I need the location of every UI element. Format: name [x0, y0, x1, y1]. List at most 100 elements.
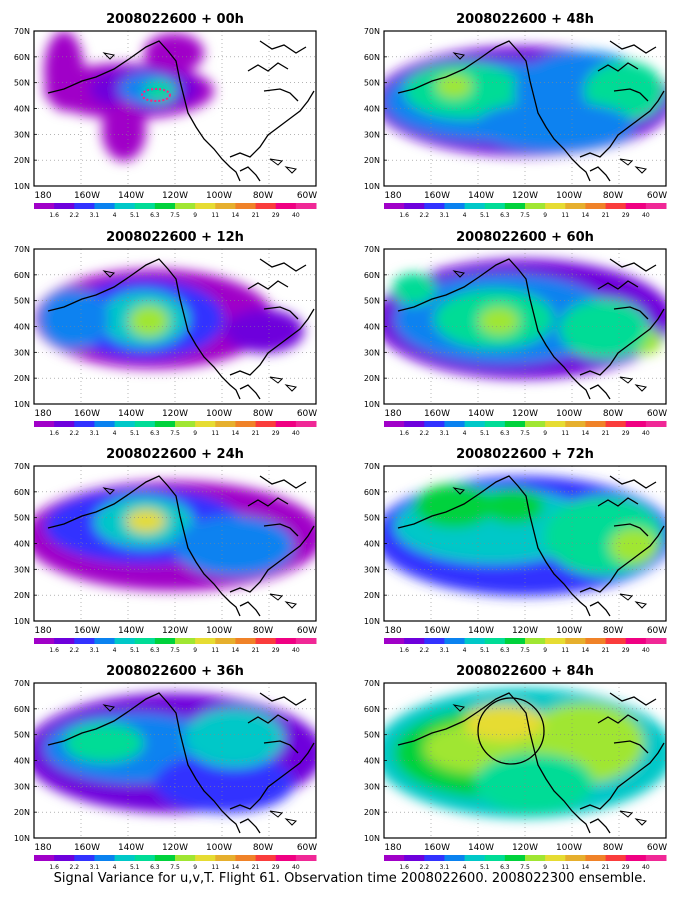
lon-label: 100W [556, 409, 582, 419]
lat-label: 30N [14, 348, 30, 357]
colorbar-label: 11 [561, 212, 569, 219]
lon-label: 120W [512, 843, 538, 853]
lon-label: 140W [468, 191, 494, 201]
lon-label: 180 [384, 843, 401, 853]
lat-label: 40N [14, 540, 30, 549]
colorbar-label: 7.5 [520, 864, 530, 871]
colorbar-swatch [605, 203, 627, 209]
colorbar-swatch [215, 203, 236, 209]
colorbar-swatch [235, 638, 257, 644]
colorbar-swatch [464, 203, 486, 209]
lon-label: 80W [253, 409, 273, 419]
colorbar-label: 29 [272, 864, 280, 871]
colorbar-swatch [215, 855, 236, 861]
lon-label: 140W [118, 191, 144, 201]
colorbar-swatch [275, 421, 297, 427]
lat-label: 60N [14, 488, 30, 497]
colorbar-swatch [444, 855, 466, 861]
colorbar-swatch [275, 855, 297, 861]
colorbar-swatch [134, 638, 156, 644]
lat-label: 60N [364, 53, 380, 62]
colorbar-swatch [34, 855, 55, 861]
colorbar-swatch [114, 638, 136, 644]
colorbar-label: 11 [561, 864, 569, 871]
colorbar-label: 9 [543, 647, 547, 654]
colorbar-swatch [504, 855, 526, 861]
colorbar-label: 21 [252, 212, 260, 219]
lon-label: 160W [74, 843, 100, 853]
colorbar-label: 14 [232, 864, 240, 871]
colorbar-swatch [504, 203, 526, 209]
colorbar-label: 9 [543, 430, 547, 437]
colorbar-label: 21 [602, 430, 610, 437]
colorbar-swatch [484, 855, 506, 861]
lon-label: 140W [468, 843, 494, 853]
colorbar-swatch [74, 638, 95, 644]
colorbar-swatch [545, 203, 566, 209]
lon-label: 140W [118, 409, 144, 419]
lon-label: 180 [384, 626, 401, 636]
colorbar-label: 3.1 [440, 430, 450, 437]
colorbar-swatch [585, 203, 607, 209]
colorbar-label: 9 [543, 864, 547, 871]
colorbar-swatch [384, 203, 405, 209]
colorbar-label: 5.1 [480, 212, 490, 219]
colorbar-label: 29 [622, 430, 630, 437]
colorbar-label: 40 [292, 212, 300, 219]
colorbar: 1.6 2.2 3.1 4 5.1 6.3 7.5 9 11 14 21 29 40 [34, 855, 317, 871]
lat-label: 50N [14, 731, 30, 740]
lat-label: 20N [364, 591, 380, 600]
colorbar-label: 2.2 [70, 212, 80, 219]
colorbar-label: 4 [113, 430, 117, 437]
colorbar-swatch [384, 855, 405, 861]
lat-label: 50N [14, 79, 30, 88]
colorbar-label: 21 [252, 864, 260, 871]
colorbar-label: 7.5 [520, 212, 530, 219]
lon-label: 60W [647, 191, 667, 201]
colorbar-label: 4 [113, 647, 117, 654]
colorbar-swatch [504, 638, 526, 644]
lat-label: 10N [14, 182, 30, 191]
lat-label: 70N [364, 462, 380, 471]
colorbar: 1.6 2.2 3.1 4 5.1 6.3 7.5 9 11 14 21 29 40 [384, 203, 667, 219]
colorbar-label: 5.1 [130, 647, 140, 654]
colorbar-label: 21 [602, 212, 610, 219]
variance-field [384, 46, 666, 156]
colorbar-swatch [444, 203, 466, 209]
colorbar-swatch [255, 855, 277, 861]
colorbar-swatch [295, 421, 317, 427]
colorbar-label: 14 [232, 212, 240, 219]
lon-label: 100W [556, 843, 582, 853]
colorbar: 1.6 2.2 3.1 4 5.1 6.3 7.5 9 11 14 21 29 40 [384, 638, 667, 654]
lon-label: 100W [206, 191, 232, 201]
lon-label: 80W [253, 843, 273, 853]
lat-label: 20N [14, 156, 30, 165]
map-panel: 2008022600 + 00h 70N 60N 50N 40N 30N 20N 10N 180… [14, 12, 317, 219]
lat-label: 70N [14, 679, 30, 688]
lat-label: 40N [364, 323, 380, 332]
colorbar-label: 9 [543, 212, 547, 219]
colorbar-swatch [585, 638, 607, 644]
colorbar-label: 1.6 [49, 430, 59, 437]
colorbar-swatch [565, 203, 586, 209]
colorbar-swatch [74, 421, 95, 427]
colorbar-swatch [154, 855, 176, 861]
colorbar-label: 29 [622, 647, 630, 654]
map-panel: 2008022600 + 24h 70N 60N 50N 40N 30N 20N 10N 180… [14, 447, 317, 654]
colorbar-label: 6.3 [500, 430, 510, 437]
map-area [383, 248, 667, 405]
colorbar-swatch [94, 421, 116, 427]
colorbar-label: 3.1 [440, 212, 450, 219]
colorbar-swatch [645, 421, 667, 427]
lat-label: 30N [364, 782, 380, 791]
colorbar-swatch [255, 638, 277, 644]
colorbar-label: 3.1 [90, 647, 100, 654]
lat-label: 10N [364, 834, 380, 843]
lon-label: 180 [384, 409, 401, 419]
colorbar-swatch [175, 855, 196, 861]
colorbar-swatch [255, 421, 277, 427]
colorbar-swatch [484, 203, 506, 209]
lon-label: 180 [34, 191, 51, 201]
colorbar-label: 1.6 [49, 864, 59, 871]
lat-label: 60N [364, 705, 380, 714]
